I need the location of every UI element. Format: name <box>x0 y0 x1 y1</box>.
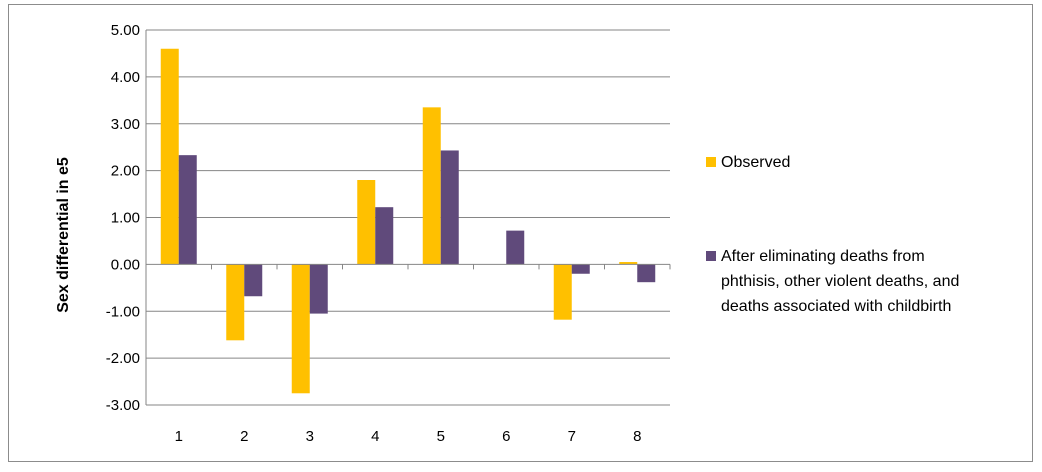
y-tick-label: -3.00 <box>106 397 140 414</box>
bar-series-1 <box>553 264 572 320</box>
y-tick-label: 0.00 <box>111 256 140 273</box>
bar-series-2 <box>506 230 525 265</box>
bar-series-1 <box>357 180 376 265</box>
bar-series-1 <box>422 107 441 265</box>
y-tick-label: -1.00 <box>106 303 140 320</box>
y-tick-label: 2.00 <box>111 163 140 180</box>
bar-series-2 <box>309 264 328 314</box>
x-tick-label: 4 <box>371 428 379 445</box>
x-tick-label: 1 <box>175 428 183 445</box>
y-axis-title: Sex differential in e5 <box>55 157 72 313</box>
x-tick-label: 5 <box>437 428 445 445</box>
bar-series-2 <box>178 155 197 265</box>
x-tick-label: 3 <box>306 428 314 445</box>
bar-series-2 <box>440 150 459 265</box>
legend-label-2: deaths associated with childbirth <box>721 298 951 315</box>
gridlines <box>146 29 670 406</box>
legend-label-1: Observed <box>721 154 790 171</box>
legend-label-2: After eliminating deaths from <box>721 248 925 265</box>
x-tick-label: 2 <box>240 428 248 445</box>
y-tick-label: 3.00 <box>111 116 140 133</box>
y-tick-label: -2.00 <box>106 350 140 367</box>
y-tick-labels: -3.00 -2.00 -1.00 0.00 1.00 2.00 3.00 4.00 5.00 <box>106 22 140 414</box>
bars <box>160 48 656 394</box>
y-tick-label: 5.00 <box>111 22 140 39</box>
bar-series-2 <box>375 207 394 265</box>
bar-series-1 <box>226 264 245 341</box>
x-tick-label: 6 <box>502 428 510 445</box>
legend-swatch-1 <box>706 157 716 167</box>
legend-label-2: phthisis, other violent deaths, and <box>721 273 959 290</box>
x-tick-label: 7 <box>568 428 576 445</box>
legend-swatch-2 <box>706 251 716 261</box>
bar-series-1 <box>619 262 638 265</box>
bar-series-2 <box>244 264 263 297</box>
y-tick-label: 4.00 <box>111 69 140 86</box>
y-tick-label: 1.00 <box>111 210 140 227</box>
bar-series-1 <box>291 264 310 394</box>
bar-series-2 <box>571 264 590 274</box>
bar-series-2 <box>637 264 656 283</box>
legend: Observed After eliminating deaths from pht… <box>706 154 959 315</box>
axes <box>145 30 671 405</box>
x-tick-labels: 1 2 3 4 5 6 7 8 <box>175 428 642 445</box>
x-tick-label: 8 <box>633 428 641 445</box>
bar-series-1 <box>160 48 179 265</box>
